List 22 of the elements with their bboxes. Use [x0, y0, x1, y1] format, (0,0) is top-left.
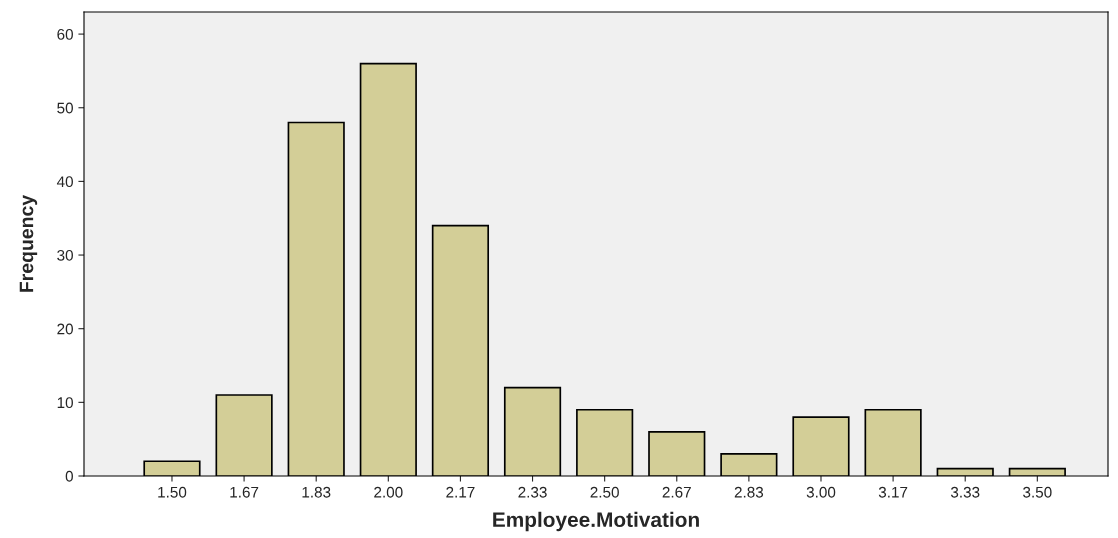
- x-tick-label: 1.83: [302, 486, 331, 498]
- y-tick-label: 0: [65, 470, 73, 482]
- y-tick-label: 60: [57, 28, 73, 40]
- x-tick-label: 1.50: [158, 486, 187, 498]
- y-tick-label: 50: [57, 102, 73, 114]
- x-tick-label: 2.00: [374, 486, 403, 498]
- x-tick-label: 1.67: [230, 486, 259, 498]
- x-axis-title: Employee.Motivation: [493, 511, 699, 532]
- x-tick-label: 2.83: [734, 486, 764, 498]
- x-tick-label: 2.17: [446, 486, 475, 498]
- y-tick-label: 30: [57, 249, 73, 261]
- y-tick-label: 40: [56, 176, 73, 188]
- x-tick-label: 3.50: [1023, 486, 1052, 498]
- x-tick-label: 3.00: [806, 486, 836, 498]
- x-tick-label: 2.33: [518, 486, 547, 498]
- x-tick-label: 2.67: [662, 486, 691, 498]
- y-axis-title: Frequency: [19, 194, 38, 292]
- x-tick-label: 3.33: [950, 486, 980, 498]
- x-tick-label: 2.50: [590, 486, 619, 498]
- y-tick-label: 20: [57, 323, 73, 335]
- y-tick-label: 10: [57, 397, 73, 409]
- x-tick-label: 3.17: [878, 486, 908, 498]
